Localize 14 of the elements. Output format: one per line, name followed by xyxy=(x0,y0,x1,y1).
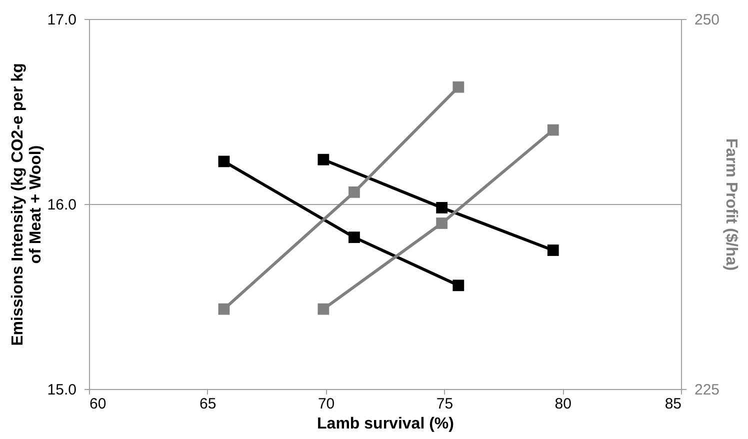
y2-tick-label: 250 xyxy=(694,12,720,28)
x-tick-label: 65 xyxy=(200,396,216,412)
x-tick-label: 80 xyxy=(554,396,572,412)
x-tick-label: 75 xyxy=(436,396,454,412)
y2-tick-label: 225 xyxy=(694,382,720,398)
x-tick-label: 70 xyxy=(318,396,335,412)
y-tick-label: 16.0 xyxy=(47,196,76,214)
y-axis-title: Emissions Intensity (kg CO2-e per kg of Meat + Wool) xyxy=(9,63,44,346)
y2-axis-title: Farm Profit ($/ha) xyxy=(722,138,740,271)
y-tick-label: 15.0 xyxy=(47,382,76,398)
x-axis-title: Lamb survival (%) xyxy=(317,416,454,432)
x-tick-label: 60 xyxy=(90,396,106,412)
x-tick-label: 85 xyxy=(664,396,682,412)
y-tick-label: 17.0 xyxy=(47,12,76,28)
